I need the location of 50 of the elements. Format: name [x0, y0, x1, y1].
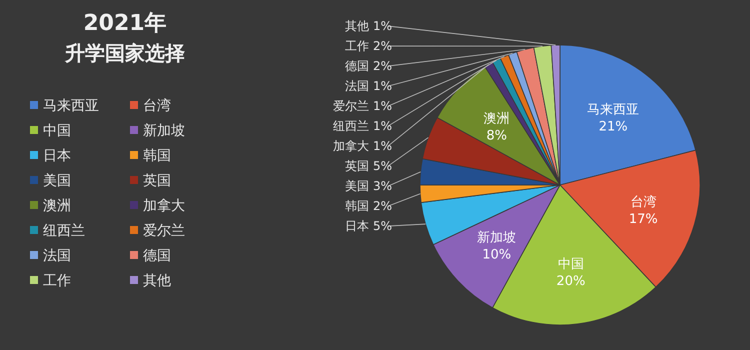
legend-label: 英国 — [143, 173, 171, 189]
data-label: 1% — [372, 19, 392, 34]
slice-label: 新加坡 — [477, 230, 516, 246]
slice-label: 台湾 — [630, 194, 656, 210]
data-label: 1% — [372, 139, 392, 154]
data-label: 5% — [372, 219, 392, 234]
data-label: 1% — [372, 99, 392, 114]
legend-label: 澳洲 — [43, 198, 71, 214]
slice-label: 韩国 — [344, 199, 369, 214]
legend-label: 工作 — [43, 273, 71, 289]
data-label: 2% — [372, 199, 392, 214]
data-label: 10% — [482, 247, 512, 262]
legend-label: 台湾 — [143, 98, 171, 114]
legend-label: 德国 — [143, 248, 171, 264]
slice-label: 工作 — [344, 39, 369, 54]
text: 升学国家选择 — [64, 41, 185, 65]
slice-label: 中国 — [558, 257, 584, 272]
legend-label: 法国 — [43, 248, 71, 264]
data-label: 1% — [372, 79, 392, 94]
legend-label: 爱尔兰 — [143, 223, 185, 239]
slice-label: 日本 — [344, 219, 369, 234]
data-label: 1% — [372, 119, 392, 134]
slice-label: 爱尔兰 — [332, 99, 369, 114]
slice-label: 英国 — [344, 159, 369, 174]
legend-label: 韩国 — [143, 148, 171, 164]
slice-label: 美国 — [344, 179, 369, 194]
data-label: 2% — [372, 39, 392, 54]
legend-label: 马来西亚 — [43, 98, 99, 114]
data-label: 3% — [372, 179, 392, 194]
slice-label: 德国 — [344, 59, 369, 74]
data-label: 20% — [556, 274, 586, 290]
slice-label: 法国 — [344, 79, 369, 94]
legend-label: 纽西兰 — [43, 223, 85, 239]
slice-label: 纽西兰 — [332, 119, 369, 134]
slice-label: 马来西亚 — [587, 102, 640, 118]
legend-label: 日本 — [43, 148, 71, 164]
data-label: 2% — [372, 59, 392, 74]
data-label: 8% — [486, 128, 508, 144]
chart-title: 2021年 — [83, 11, 167, 36]
data-label: 5% — [372, 159, 392, 174]
legend-label: 美国 — [43, 173, 71, 189]
data-label: 21% — [598, 119, 628, 134]
data-label: 17% — [628, 212, 658, 228]
slice-label: 其他 — [344, 19, 369, 34]
slice-label: 澳洲 — [484, 112, 510, 127]
legend-label: 新加坡 — [143, 123, 185, 139]
slice-label: 加拿大 — [332, 139, 369, 154]
legend-label: 其他 — [143, 273, 171, 289]
legend-label: 中国 — [43, 123, 71, 139]
legend-label: 加拿大 — [143, 198, 185, 214]
